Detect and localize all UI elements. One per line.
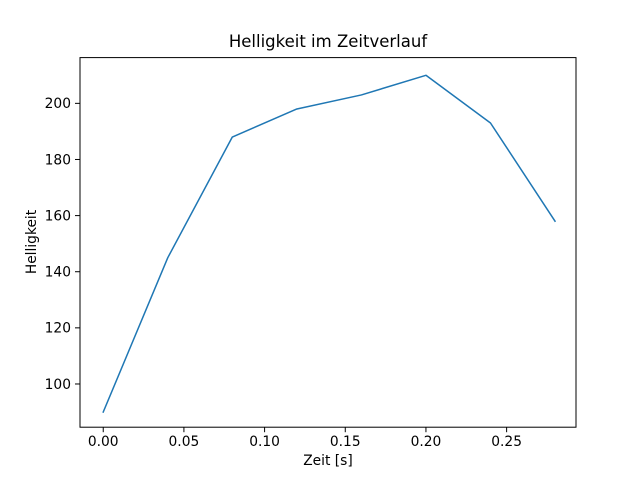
y-tick-label: 200: [45, 96, 71, 112]
y-tick-label: 180: [45, 152, 71, 168]
x-tick-label: 0.15: [330, 434, 361, 450]
x-tick-label: 0.05: [169, 434, 200, 450]
y-tick-label: 160: [45, 208, 71, 224]
x-axis-label: Zeit [s]: [303, 453, 353, 469]
y-tick-label: 100: [45, 377, 71, 393]
y-tick-label: 120: [45, 321, 71, 337]
chart-title: Helligkeit im Zeitverlauf: [228, 32, 428, 51]
data-line-helligkeit: [102, 74, 557, 414]
x-tick-label: 0.25: [491, 434, 522, 450]
x-tick-label: 0.20: [411, 434, 442, 450]
y-tick-label: 140: [45, 265, 71, 281]
x-tick-label: 0.00: [88, 434, 119, 450]
y-axis-label: Helligkeit: [24, 209, 40, 275]
axes-spines: [79, 57, 577, 428]
x-tick-label: 0.10: [249, 434, 280, 450]
